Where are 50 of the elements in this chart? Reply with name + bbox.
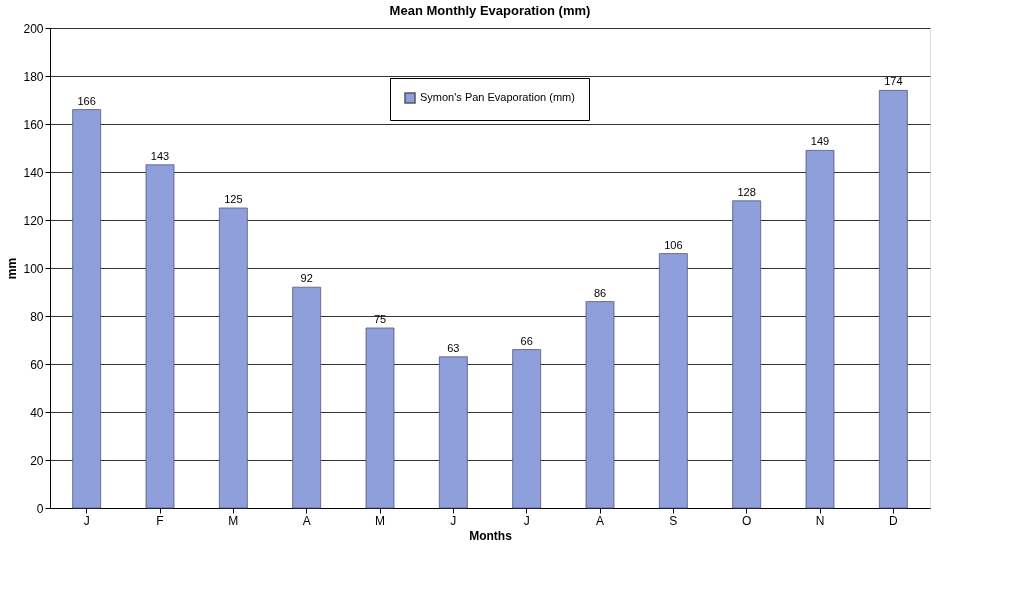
x-tick-label: F bbox=[156, 513, 164, 528]
x-tick-label: N bbox=[815, 513, 825, 528]
legend-label: Symon's Pan Evaporation (mm) bbox=[420, 91, 575, 103]
data-label: 149 bbox=[810, 135, 830, 148]
bar bbox=[732, 200, 762, 509]
x-tick-label: M bbox=[375, 513, 385, 528]
x-tick-label: S bbox=[669, 513, 678, 528]
data-label: 125 bbox=[224, 193, 243, 205]
bar bbox=[805, 150, 835, 509]
data-label: 128 bbox=[737, 185, 756, 198]
x-axis-title: Months bbox=[469, 528, 513, 543]
data-label: 143 bbox=[150, 149, 170, 162]
y-tick-label: 60 bbox=[30, 357, 44, 372]
y-tick-label: 40 bbox=[30, 405, 44, 420]
x-tick-label: D bbox=[889, 513, 898, 528]
y-tick-label: 200 bbox=[23, 21, 44, 36]
x-tick-label: A bbox=[595, 513, 605, 528]
data-label: 63 bbox=[447, 341, 460, 354]
data-label: 86 bbox=[593, 286, 607, 299]
bar bbox=[658, 253, 688, 509]
bar bbox=[292, 286, 322, 509]
bar bbox=[878, 90, 908, 509]
bar bbox=[365, 327, 395, 509]
y-tick-label: 100 bbox=[23, 261, 44, 276]
x-tick-label: M bbox=[228, 513, 239, 528]
y-axis-title: mm bbox=[5, 257, 20, 280]
bar bbox=[145, 164, 175, 509]
y-tick-label: 20 bbox=[30, 453, 44, 468]
bar bbox=[438, 356, 468, 509]
bar bbox=[72, 109, 102, 509]
data-label: 174 bbox=[884, 75, 903, 88]
chart-title: Mean Monthly Evaporation (mm) bbox=[389, 3, 591, 18]
x-tick-label: A bbox=[302, 513, 311, 528]
y-tick-label: 0 bbox=[36, 501, 44, 516]
x-tick-label: J bbox=[523, 513, 530, 528]
y-tick-label: 120 bbox=[23, 213, 44, 228]
y-tick-label: 80 bbox=[30, 309, 44, 324]
data-label: 166 bbox=[77, 94, 96, 107]
y-tick-label: 160 bbox=[23, 117, 44, 132]
x-tick-label: O bbox=[741, 513, 752, 528]
data-label: 66 bbox=[520, 334, 533, 347]
data-label: 106 bbox=[664, 238, 683, 251]
x-tick-label: J bbox=[450, 513, 457, 528]
bar bbox=[585, 301, 615, 509]
bar bbox=[218, 207, 248, 509]
data-label: 92 bbox=[300, 272, 313, 285]
y-tick-label: 140 bbox=[23, 165, 44, 180]
x-tick-label: J bbox=[83, 513, 90, 528]
bar bbox=[512, 349, 542, 509]
y-tick-label: 180 bbox=[23, 69, 44, 84]
